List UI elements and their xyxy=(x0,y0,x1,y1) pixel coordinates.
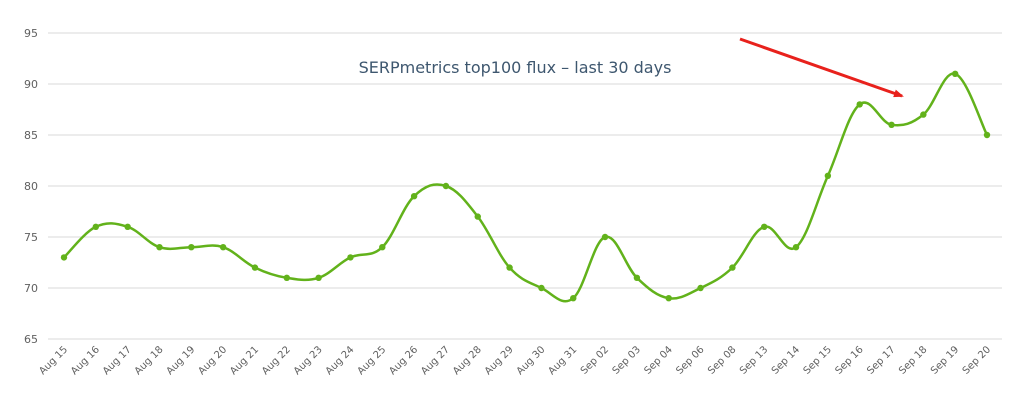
data-point-aug-20[interactable] xyxy=(219,244,227,251)
data-point-sep-16[interactable] xyxy=(856,101,863,108)
data-point-aug-23[interactable] xyxy=(315,274,322,281)
data-point-sep-14[interactable] xyxy=(792,244,800,251)
data-point-aug-21[interactable] xyxy=(251,264,259,271)
data-point-aug-15[interactable] xyxy=(60,254,68,261)
x-tick-label: Sep 14 xyxy=(770,344,802,376)
x-tick-label: Aug 28 xyxy=(451,344,484,377)
x-tick-label: Aug 31 xyxy=(547,344,580,377)
y-tick-label: 95 xyxy=(24,27,38,40)
data-point-sep-19[interactable] xyxy=(951,70,959,78)
data-point-sep-17[interactable] xyxy=(888,121,895,128)
x-tick-label: Aug 24 xyxy=(324,344,357,377)
data-point-aug-29[interactable] xyxy=(506,264,513,271)
data-point-aug-22[interactable] xyxy=(283,274,290,281)
x-tick-label: Aug 18 xyxy=(133,344,166,377)
x-tick-label: Sep 06 xyxy=(674,344,706,376)
data-point-aug-24[interactable] xyxy=(347,254,354,261)
data-point-aug-30[interactable] xyxy=(538,284,545,292)
x-tick-label: Aug 29 xyxy=(483,344,516,377)
data-point-aug-25[interactable] xyxy=(379,244,386,251)
x-tick-label: Aug 19 xyxy=(165,344,198,377)
x-tick-label: Aug 26 xyxy=(387,344,420,377)
y-tick-label: 90 xyxy=(24,78,38,91)
x-tick-label: Aug 21 xyxy=(228,344,261,377)
x-tick-label: Sep 20 xyxy=(961,344,993,376)
x-tick-label: Sep 08 xyxy=(706,344,738,376)
data-point-sep-13[interactable] xyxy=(761,223,768,230)
x-tick-label: Aug 30 xyxy=(515,344,548,377)
data-point-aug-27[interactable] xyxy=(442,182,450,190)
y-axis-ticks: 65 70 75 80 85 90 95 xyxy=(24,27,38,346)
data-point-aug-26[interactable] xyxy=(410,193,418,200)
x-tick-label: Aug 27 xyxy=(419,344,452,377)
y-tick-label: 75 xyxy=(24,231,38,244)
data-point-sep-03[interactable] xyxy=(633,274,641,281)
x-tick-label: Sep 15 xyxy=(802,344,834,376)
y-tick-label: 85 xyxy=(24,129,38,142)
x-tick-label: Sep 17 xyxy=(865,344,897,376)
x-tick-label: Aug 15 xyxy=(37,344,70,377)
x-tick-label: Aug 25 xyxy=(356,344,389,377)
data-point-aug-31[interactable] xyxy=(570,295,577,302)
annotation-arrow xyxy=(739,37,904,98)
data-point-aug-28[interactable] xyxy=(474,213,481,220)
data-point-sep-08[interactable] xyxy=(729,264,736,271)
y-tick-label: 80 xyxy=(24,180,38,193)
data-points xyxy=(60,70,991,302)
x-tick-label: Aug 16 xyxy=(69,344,102,377)
x-tick-label: Aug 17 xyxy=(101,344,134,377)
x-tick-label: Aug 23 xyxy=(292,344,325,377)
x-tick-label: Aug 22 xyxy=(260,344,293,377)
y-tick-label: 70 xyxy=(24,282,38,295)
data-point-aug-18[interactable] xyxy=(156,244,163,251)
x-tick-label: Aug 20 xyxy=(196,344,229,377)
series-line xyxy=(62,72,989,303)
data-point-aug-16[interactable] xyxy=(92,223,100,230)
data-point-aug-17[interactable] xyxy=(124,223,131,230)
x-tick-label: Sep 18 xyxy=(897,344,929,376)
data-point-aug-19[interactable] xyxy=(188,244,195,251)
chart-title: SERPmetrics top100 flux – last 30 days xyxy=(359,58,672,77)
data-point-sep-04[interactable] xyxy=(665,295,672,302)
data-point-sep-18[interactable] xyxy=(920,111,927,118)
x-tick-label: Sep 02 xyxy=(579,344,611,376)
data-point-sep-15[interactable] xyxy=(824,172,832,179)
x-tick-label: Sep 16 xyxy=(833,344,865,376)
data-point-sep-06[interactable] xyxy=(697,284,704,292)
x-tick-label: Sep 03 xyxy=(611,344,643,376)
series-line-layer xyxy=(62,72,989,303)
x-tick-label: Sep 19 xyxy=(929,344,961,376)
data-point-sep-20[interactable] xyxy=(983,131,991,139)
x-tick-label: Sep 04 xyxy=(642,344,674,376)
x-tick-label: Sep 13 xyxy=(738,344,770,376)
data-point-sep-02[interactable] xyxy=(601,233,609,241)
y-tick-label: 65 xyxy=(24,333,38,346)
grid-lines xyxy=(48,32,1002,340)
